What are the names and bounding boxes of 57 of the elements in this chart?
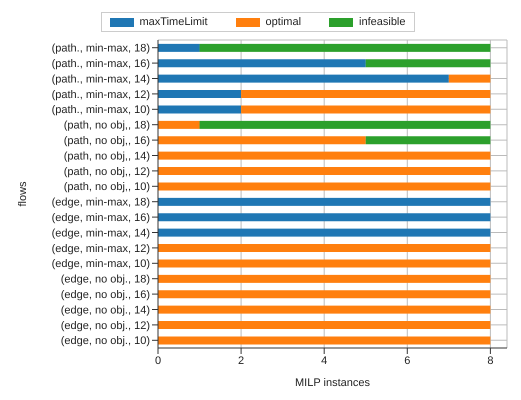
bar <box>158 321 490 330</box>
bar <box>158 213 490 222</box>
legend-label: optimal <box>266 16 302 28</box>
bar <box>158 259 490 268</box>
y-tick-label: (path., min-max, 18) <box>52 42 150 55</box>
bar <box>158 152 490 160</box>
bar <box>158 244 490 252</box>
x-tick-label: 2 <box>238 354 244 367</box>
bar <box>158 74 449 83</box>
bar <box>158 336 490 344</box>
y-tick-label: (path, no obj,, 10) <box>64 181 150 194</box>
x-tick-label: 8 <box>487 354 494 367</box>
y-tick-label: (edge, min-max, 14) <box>52 227 150 240</box>
y-tick-label: (edge, no obj., 10) <box>60 335 150 348</box>
bar <box>158 105 242 114</box>
y-tick-label: (path., min-max, 16) <box>52 58 150 70</box>
y-tick-label: (path., min-max, 14) <box>52 73 150 86</box>
y-tick-label: (edge, no obj., 12) <box>60 320 150 332</box>
bar <box>158 44 200 52</box>
bar <box>158 306 490 314</box>
y-tick-label: (edge, min-max, 10) <box>52 258 150 270</box>
bar <box>448 74 490 83</box>
bar <box>158 290 490 298</box>
bar <box>158 182 490 190</box>
bar <box>366 136 490 144</box>
y-tick-label: (path, no obj,, 16) <box>64 135 150 148</box>
bar <box>158 167 490 176</box>
bar <box>158 136 366 144</box>
bar <box>241 105 490 114</box>
bar <box>366 59 490 68</box>
y-tick-label: (edge, min-max, 12) <box>52 242 150 255</box>
legend-label: infeasible <box>359 16 406 28</box>
y-tick-label: (path., min-max, 10) <box>52 104 150 116</box>
y-tick-label: (edge, min-max, 18) <box>52 196 150 209</box>
y-tick-label: (path., min-max, 12) <box>52 88 150 101</box>
y-tick-label: (path, no obj,, 18) <box>64 120 150 132</box>
y-tick-label: (path, no obj,, 12) <box>64 166 150 178</box>
bar <box>158 274 490 283</box>
bar <box>158 120 200 129</box>
y-tick-label: (edge, no obj., 14) <box>60 304 150 316</box>
x-tick-label: 6 <box>404 354 410 367</box>
y-axis-title: flows <box>16 180 29 207</box>
x-tick-label: 4 <box>321 354 328 367</box>
x-tick-label: 0 <box>154 354 162 367</box>
y-tick-label: (edge, no obj., 18) <box>60 274 150 286</box>
bar <box>158 228 490 237</box>
bar <box>158 59 366 68</box>
bar <box>241 90 490 98</box>
bar <box>158 198 490 206</box>
legend-label: maxTimeLimit <box>140 16 208 28</box>
x-axis-title: MILP instances <box>294 377 370 389</box>
bar <box>200 120 490 129</box>
y-tick-label: (path, no obj,, 14) <box>64 150 150 162</box>
bar <box>200 44 490 52</box>
y-tick-label: (edge, no obj., 16) <box>60 289 150 302</box>
y-tick-label: (edge, min-max, 16) <box>52 212 150 224</box>
bar <box>158 90 242 98</box>
